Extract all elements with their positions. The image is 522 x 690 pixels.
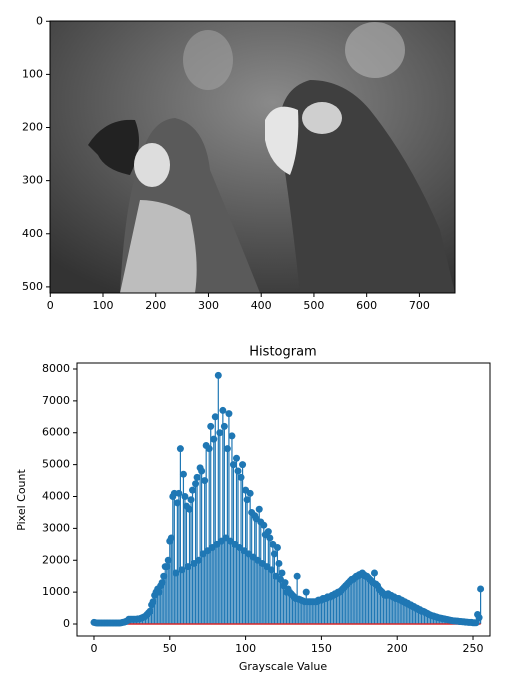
stem-marker bbox=[225, 410, 233, 418]
stem-marker bbox=[201, 477, 209, 485]
y-tick-label: 4000 bbox=[42, 490, 70, 503]
stem-marker bbox=[210, 435, 218, 443]
x-tick-label: 0 bbox=[90, 642, 97, 655]
stem-marker bbox=[267, 566, 275, 574]
stem-marker bbox=[220, 422, 228, 430]
stem-marker bbox=[273, 544, 281, 552]
stem-marker bbox=[179, 470, 187, 478]
stem-marker bbox=[229, 461, 237, 469]
y-tick-label: 300 bbox=[22, 174, 43, 187]
x-tick-label: 200 bbox=[145, 299, 166, 312]
stem-marker bbox=[281, 579, 289, 587]
x-tick-label: 300 bbox=[198, 299, 219, 312]
stem-marker bbox=[155, 588, 163, 596]
stem-marker bbox=[214, 371, 222, 379]
x-tick-label: 50 bbox=[163, 642, 177, 655]
y-tick-label: 1000 bbox=[42, 585, 70, 598]
stem-marker bbox=[211, 413, 219, 421]
x-axis-label: Grayscale Value bbox=[239, 660, 328, 673]
stem-marker bbox=[266, 534, 274, 542]
stem-marker bbox=[187, 496, 195, 504]
stem-marker bbox=[239, 461, 247, 469]
stem-marker bbox=[178, 566, 186, 574]
stem-marker bbox=[146, 607, 154, 615]
axes-frame bbox=[76, 362, 491, 637]
stem-marker bbox=[475, 614, 483, 622]
stem-marker bbox=[278, 569, 286, 577]
stem-marker bbox=[260, 521, 268, 529]
stem-marker bbox=[232, 454, 240, 462]
stem-marker bbox=[198, 467, 206, 475]
stem-marker bbox=[255, 505, 263, 513]
chart-title: Histogram bbox=[249, 345, 316, 360]
stem-marker bbox=[302, 588, 310, 596]
stem-marker bbox=[207, 422, 215, 430]
stem-marker bbox=[195, 556, 203, 564]
image bbox=[50, 21, 455, 293]
stem-marker bbox=[216, 429, 224, 437]
x-tick-label: 100 bbox=[92, 299, 113, 312]
x-tick-label: 700 bbox=[409, 299, 430, 312]
stem-marker bbox=[173, 499, 181, 507]
stem-marker bbox=[264, 528, 272, 536]
stem-marker bbox=[243, 496, 251, 504]
y-tick-label: 5000 bbox=[42, 458, 70, 471]
y-tick-label: 2000 bbox=[42, 553, 70, 566]
x-tick-label: 100 bbox=[235, 642, 256, 655]
x-tick-label: 500 bbox=[303, 299, 324, 312]
y-tick-label: 7000 bbox=[42, 394, 70, 407]
stem-marker bbox=[293, 572, 301, 580]
stem-marker bbox=[189, 486, 197, 494]
stem-marker bbox=[181, 493, 189, 501]
stem-marker bbox=[163, 563, 171, 571]
stem-marker bbox=[158, 579, 166, 587]
stem-marker bbox=[234, 467, 242, 475]
y-axis-label: Pixel Count bbox=[15, 469, 28, 531]
x-tick-label: 250 bbox=[463, 642, 484, 655]
y-tick-label: 500 bbox=[22, 280, 43, 293]
stem-marker bbox=[223, 445, 231, 453]
stem-marker bbox=[237, 473, 245, 481]
stem-marker bbox=[275, 559, 283, 567]
stem-marker bbox=[185, 505, 193, 513]
stem-marker bbox=[192, 480, 200, 488]
x-tick-label: 600 bbox=[356, 299, 377, 312]
stem-marker bbox=[270, 550, 278, 558]
stem-marker bbox=[164, 556, 172, 564]
y-tick-label: 0 bbox=[63, 617, 70, 630]
stem-marker bbox=[176, 445, 184, 453]
stem-marker bbox=[246, 489, 254, 497]
stem-marker bbox=[219, 406, 227, 414]
axes-frame bbox=[49, 20, 456, 294]
stem-marker bbox=[167, 534, 175, 542]
stem-marker bbox=[149, 598, 157, 606]
stem-marker bbox=[175, 489, 183, 497]
stem-marker bbox=[160, 572, 168, 580]
stem-marker bbox=[193, 473, 201, 481]
y-tick-label: 400 bbox=[22, 227, 43, 240]
y-tick-label: 100 bbox=[22, 67, 43, 80]
y-tick-label: 8000 bbox=[42, 362, 70, 375]
y-tick-label: 6000 bbox=[42, 426, 70, 439]
y-tick-label: 200 bbox=[22, 121, 43, 134]
stem-marker bbox=[228, 432, 236, 440]
stem-marker bbox=[172, 569, 180, 577]
stem-marker bbox=[370, 569, 378, 577]
stem-marker bbox=[472, 619, 480, 627]
y-tick-label: 3000 bbox=[42, 521, 70, 534]
stem-marker bbox=[184, 563, 192, 571]
x-tick-label: 400 bbox=[251, 299, 272, 312]
x-tick-label: 150 bbox=[311, 642, 332, 655]
y-tick-label: 0 bbox=[36, 14, 43, 27]
stem-marker bbox=[477, 585, 485, 593]
x-tick-label: 0 bbox=[47, 299, 54, 312]
stem-marker bbox=[205, 445, 213, 453]
x-tick-label: 200 bbox=[387, 642, 408, 655]
